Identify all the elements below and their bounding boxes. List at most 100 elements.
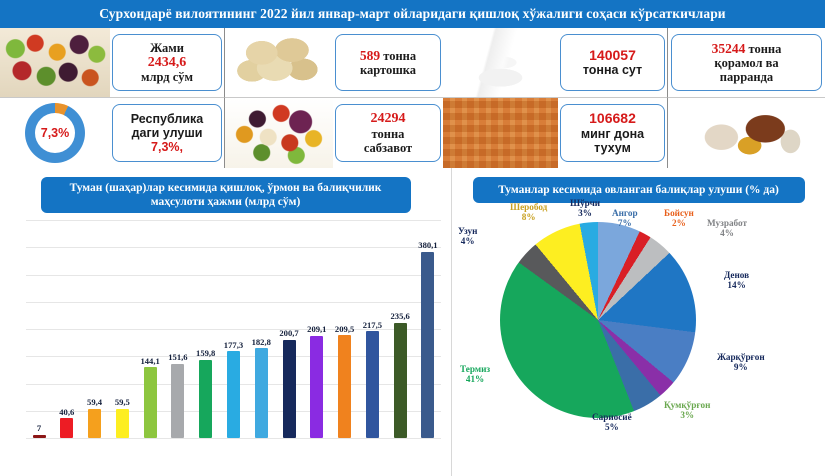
livestock-value-row: 35244 тонна [712, 41, 782, 56]
pie-slice-name: Сариосиё [592, 412, 632, 422]
pie-slice-name: Шўрчи [570, 198, 601, 208]
bar-column: 59,5 [113, 220, 131, 438]
bar-value-label: 144,1 [140, 355, 160, 366]
bar [32, 434, 46, 438]
livestock-stat-box: 35244 тонна қорамол ва парранда [671, 33, 822, 92]
pie-slice-value: 41% [465, 374, 485, 385]
pie-slice-label: Шеробод 8% [510, 202, 547, 223]
bar-value-label: 182,8 [251, 336, 271, 347]
pie-slice-label: Бойсун 2% [664, 208, 694, 229]
bar [171, 363, 185, 438]
bar-column: 209,5 [335, 220, 354, 438]
pie-slice-label: Жарқўрғон 9% [717, 352, 765, 373]
pie-slice-name: Жарқўрғон [717, 352, 765, 362]
bar [254, 348, 268, 438]
pie-slice-value: 8% [521, 212, 536, 223]
milk-stat-cell: 140057 тонна сут [558, 28, 668, 98]
vegetables-photo [0, 28, 110, 97]
livestock-value: 35244 [711, 40, 746, 56]
gridline [26, 247, 441, 249]
page-title-bar: Сурхондарё вилоятининг 2022 йил январ-ма… [0, 0, 825, 28]
pie-slice-value: 4% [460, 236, 475, 247]
share-donut-chart: 7,3% [25, 103, 85, 163]
bar-value-label: 59,5 [114, 397, 130, 408]
pie-slice-value: 5% [604, 422, 619, 433]
bar-value-label: 200,7 [279, 328, 299, 339]
share-value: 7,3%, [151, 139, 183, 154]
pie-slice-name: Ангор [612, 208, 638, 218]
bar-value-label: 151,6 [168, 352, 188, 363]
bar-column: 209,1 [307, 220, 327, 438]
share-donut-cell: 7,3% [0, 98, 110, 168]
total-stat-box: Жами 2434,6 млрд сўм [112, 33, 222, 92]
bar [199, 359, 213, 438]
bar-value-label: 159,8 [196, 348, 216, 359]
milk-value: 140057 [589, 46, 636, 63]
bar-column: 200,7 [279, 220, 299, 438]
milk-photo-cell [443, 28, 558, 98]
eggs-value: 106682 [589, 110, 636, 127]
total-label: Жами [149, 40, 184, 55]
pie-slice-label: Узун 4% [458, 226, 477, 247]
pie-slice-value: 2% [672, 218, 686, 229]
bar-column: 235,6 [390, 220, 410, 438]
gridline [26, 438, 441, 439]
bar-chart-panel: Туман (шаҳар)лар кесимида қишлоқ, ўрмон … [0, 168, 452, 476]
bar-column: 40,6 [58, 220, 76, 438]
bar [338, 335, 352, 438]
page-title: Сурхондарё вилоятининг 2022 йил январ-ма… [99, 6, 726, 21]
potato-stat-box: 589 тонна картошка [335, 33, 441, 92]
bar [365, 331, 379, 438]
bar-chart-title-line1: Туман (шаҳар)лар кесимида қишлоқ, ўрмон … [69, 182, 382, 194]
bar-column: 217,5 [362, 220, 383, 438]
pie-slice-value: 3% [578, 208, 592, 219]
pie-slice-label: Ангор 7% [612, 208, 638, 229]
bar-value-label: 40,6 [59, 406, 75, 417]
total-value: 2434,6 [147, 54, 187, 70]
milk-label: тонна сут [582, 63, 643, 78]
pie-chart-plot: Ангор 7% Бойсун 2% Музработ 4% Денов 14% Жарқўрғ… [452, 198, 825, 476]
bar [310, 335, 324, 438]
pie-chart-panel: Туманлар кесимида овланган балиқлар улуш… [452, 168, 825, 476]
pie-slice-name: Шеробод [510, 202, 548, 212]
livestock-label-3: парранда [719, 70, 774, 85]
pie-slice-label: Шўрчи 3% [570, 198, 600, 219]
bar-value-label: 177,3 [223, 339, 244, 350]
share-stat-box: Республика даги улуши 7,3%, [112, 103, 222, 163]
bar-value-label: 7 [36, 423, 42, 434]
bar-value-label: 217,5 [362, 319, 383, 330]
pie-slice-name: Узун [458, 226, 478, 236]
vegetable-unit: тонна [371, 126, 405, 141]
pie-slice-value: 3% [680, 410, 695, 421]
eggs-stat-box: 106682 минг дона тухум [560, 103, 665, 163]
bar-value-label: 209,1 [307, 324, 327, 335]
bar-chart-title: Туман (шаҳар)лар кесимида қишлоқ, ўрмон … [40, 177, 411, 214]
potato-photo-cell [225, 28, 333, 98]
milk-stat-box: 140057 тонна сут [560, 33, 665, 92]
potato-stat-cell: 589 тонна картошка [333, 28, 443, 98]
pie-slice-value: 9% [733, 362, 748, 373]
share-label-1: Республика [130, 111, 204, 126]
bar [143, 367, 157, 438]
livestock-unit: тонна [748, 41, 782, 56]
bar-chart-plot: 7 40,6 59,4 59,5 144,1 151,6 159,8 177,3 182,8 20… [26, 220, 441, 439]
pie-slice-value: 7% [617, 218, 632, 229]
pie-slice-label: Сариосиё 5% [592, 412, 632, 433]
bar [115, 408, 129, 438]
vegetable-stat-box: 24294 тонна сабзавот [335, 103, 441, 163]
bar-column: 159,8 [196, 220, 216, 438]
eggs-label-3: тухум [594, 140, 631, 155]
pie-slice-name: Музработ [707, 218, 747, 228]
vegetable-value: 24294 [370, 111, 406, 127]
bar [421, 251, 435, 438]
eggs-label-2: минг дона [580, 126, 645, 141]
pie-slice-name: Денов [724, 270, 750, 280]
potato-value-row: 589 тонна [360, 48, 416, 63]
vegetables-photo-cell [0, 28, 110, 98]
pie-slice-label: Музработ 4% [707, 218, 747, 239]
bar-column: 380,1 [418, 220, 438, 438]
eggs-stat-cell: 106682 минг дона тухум [558, 98, 668, 168]
livestock-label-2: қорамол ва [714, 56, 779, 71]
pie-slice-label: Термиз 41% [460, 364, 490, 385]
